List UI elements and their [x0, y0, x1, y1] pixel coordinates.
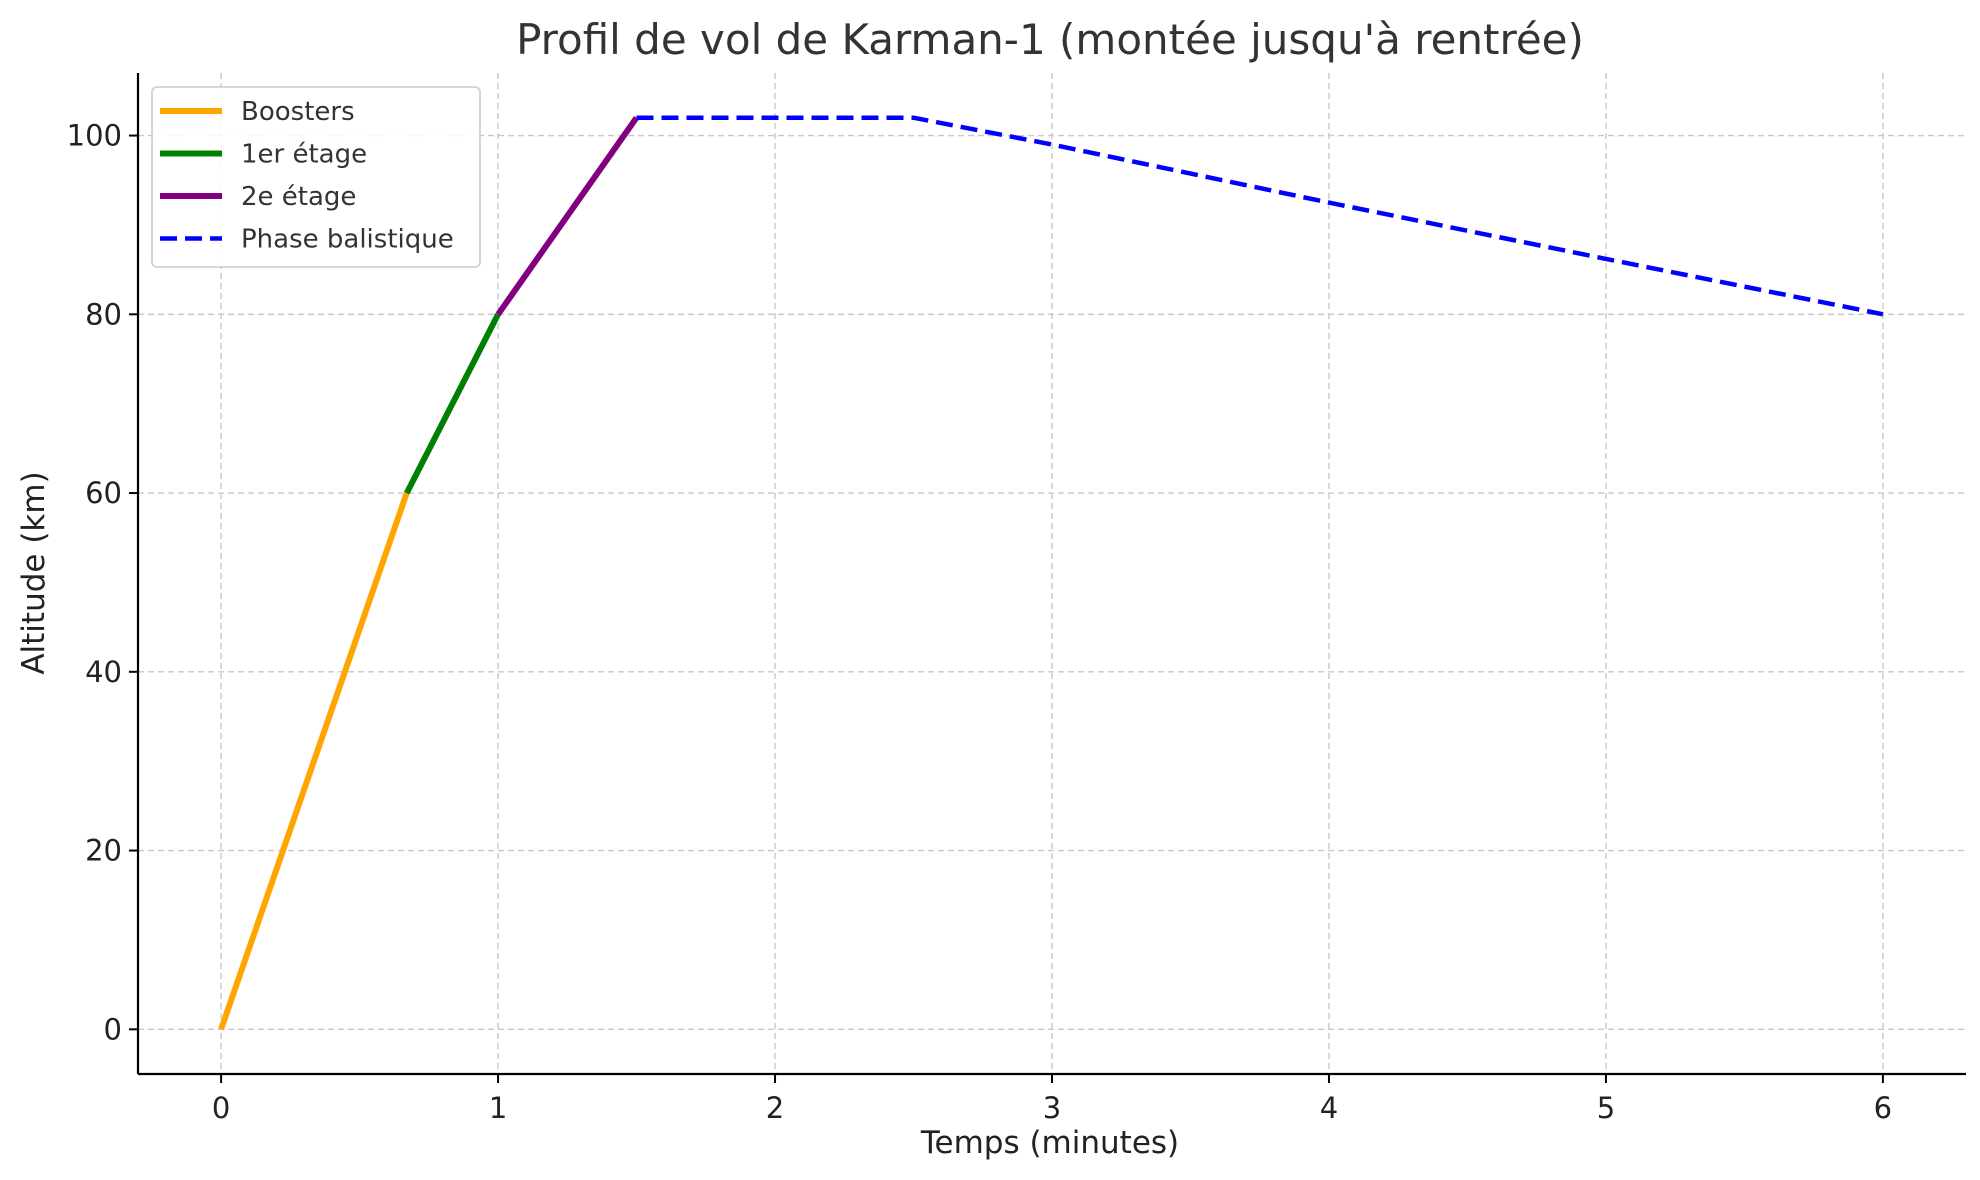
y-tick-label: 80: [85, 297, 122, 331]
series-line-2: [404, 312, 501, 495]
x-tick-label: 0: [212, 1091, 230, 1125]
x-tick-label: 4: [1320, 1091, 1338, 1125]
series-line-4: [636, 115, 1884, 317]
x-tick-label: 2: [766, 1091, 784, 1125]
y-tick-label: 100: [67, 119, 122, 153]
series-line-3: [495, 115, 639, 317]
x-tick-label: 6: [1874, 1091, 1892, 1125]
legend: Boosters 1er étage 2e étage Phase balistiqu…: [151, 86, 481, 268]
legend-label: Phase balistique: [241, 225, 454, 255]
chart-title: Profil de vol de Karman-1 (montée jusqu'…: [516, 15, 1584, 64]
legend-label: 2e étage: [241, 182, 356, 212]
legend-label: Boosters: [241, 97, 355, 127]
y-tick-label: 60: [85, 476, 122, 510]
x-tick-label: 5: [1597, 1091, 1615, 1125]
series-line-1: [218, 492, 410, 1031]
legend-frame: [151, 86, 481, 268]
x-tick-label: 1: [489, 1091, 507, 1125]
y-tick-label: 40: [85, 655, 122, 689]
y-tick-label: 20: [85, 834, 122, 868]
legend-label: 1er étage: [241, 140, 367, 170]
y-tick-label: 0: [104, 1012, 122, 1046]
x-axis-title: Temps (minutes): [920, 1125, 1179, 1161]
x-tick-label: 3: [1043, 1091, 1061, 1125]
series-layer: [218, 115, 1884, 1031]
y-axis-title: Altitude (km): [16, 471, 52, 674]
